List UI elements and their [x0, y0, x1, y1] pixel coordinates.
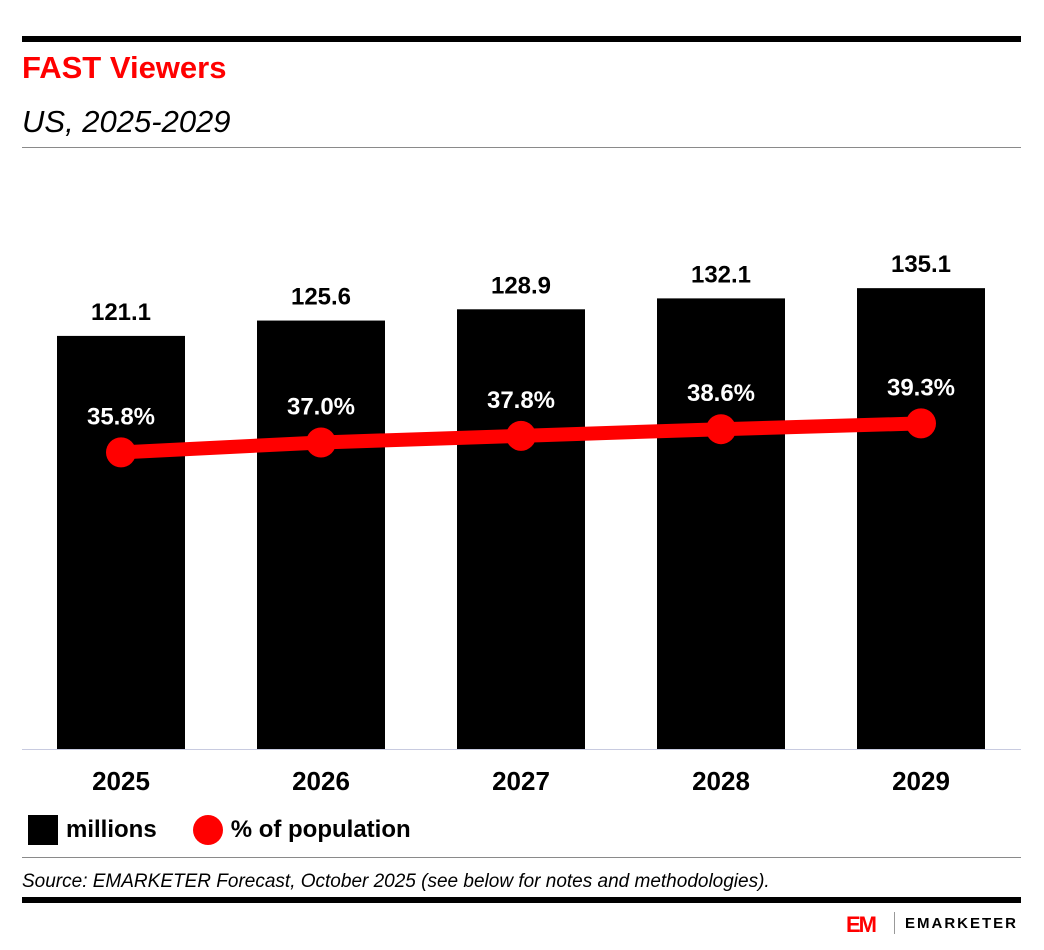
bar-2026 [257, 320, 385, 749]
x-tick-2025: 2025 [92, 766, 150, 796]
x-tick-2029: 2029 [892, 766, 950, 796]
brand-name: EMARKETER [904, 914, 1018, 932]
bar-2027 [457, 309, 585, 749]
line-label-2028: 38.6% [687, 380, 755, 407]
bar-label-2028: 132.1 [691, 261, 751, 288]
x-tick-2028: 2028 [692, 766, 750, 796]
emarketer-logo: EM [846, 912, 878, 934]
brand: EM EMARKETER [846, 912, 1018, 934]
legend-bar-label: millions [66, 816, 157, 843]
line-label-2026: 37.0% [287, 393, 355, 420]
chart-title: FAST Viewers [22, 50, 227, 85]
line-label-2027: 37.8% [487, 387, 555, 414]
bottom-rule [22, 897, 1021, 903]
bar-label-2025: 121.1 [91, 299, 151, 326]
top-rule [22, 36, 1021, 42]
legend-line-swatch [192, 815, 223, 845]
source-rule [22, 857, 1021, 858]
legend-line-label: % of population [230, 816, 411, 843]
line-point-2026 [306, 427, 336, 458]
chart-subtitle: US, 2025-2029 [22, 104, 231, 139]
bar-2025 [57, 335, 185, 749]
brand-separator [893, 912, 895, 934]
line-point-2028 [706, 414, 736, 445]
bar-label-2027: 128.9 [491, 272, 551, 299]
subtitle-rule [22, 147, 1021, 148]
brand-mark: EM [846, 912, 876, 934]
line-point-2027 [506, 420, 536, 451]
bar-label-2026: 125.6 [291, 284, 351, 311]
line-point-2029 [906, 408, 936, 439]
line-label-2029: 39.3% [887, 374, 955, 401]
bar-2029 [857, 288, 985, 749]
legend: millions % of population [28, 815, 411, 845]
bar-label-2029: 135.1 [891, 251, 951, 278]
x-tick-2027: 2027 [492, 766, 550, 796]
x-tick-2026: 2026 [292, 766, 350, 796]
bar-2028 [657, 298, 785, 749]
legend-bar-swatch [28, 815, 58, 845]
source-note: Source: EMARKETER Forecast, October 2025… [22, 871, 770, 892]
line-point-2025 [106, 437, 136, 468]
line-label-2025: 35.8% [87, 403, 155, 430]
